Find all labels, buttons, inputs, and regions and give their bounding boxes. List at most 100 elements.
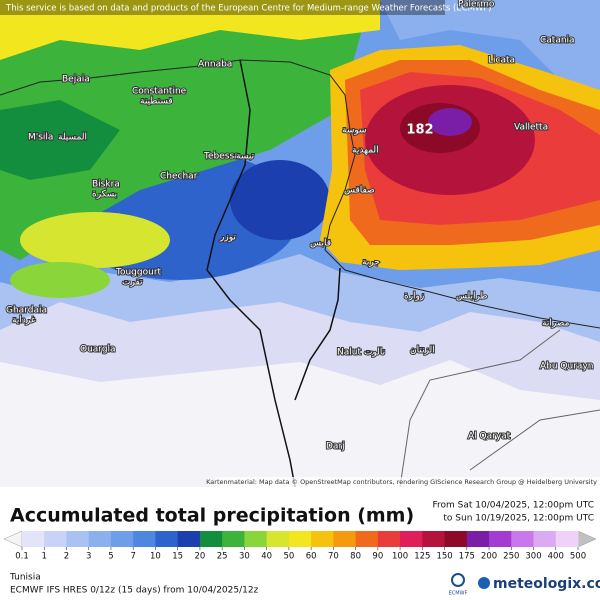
- colorbar-label: 10: [150, 552, 161, 562]
- city-label: المسيلة: [58, 133, 87, 143]
- map: This service is based on data and produc…: [0, 0, 600, 487]
- city-label: Ghardaia: [6, 306, 47, 316]
- city-label: المهدية: [352, 146, 379, 156]
- colorbar-swatch: [66, 531, 90, 547]
- city-label: غرداية: [12, 316, 36, 326]
- colorbar-label: 400: [548, 552, 564, 562]
- notice-bg: [0, 0, 445, 15]
- city-label: قابس: [310, 239, 331, 249]
- colorbar-label: 200: [481, 552, 497, 562]
- max-label: 182: [406, 123, 433, 138]
- colorbar-swatch: [533, 531, 557, 547]
- brand-logo: [478, 577, 490, 589]
- colorbar-cap: [577, 530, 597, 548]
- ecmwf-logo: [451, 573, 465, 587]
- period-to: to Sun 10/19/2025, 12:00pm UTC: [443, 514, 594, 524]
- colorbar-swatch: [555, 531, 579, 547]
- colorbar-swatch: [422, 531, 446, 547]
- city-label: Touggourt: [115, 268, 162, 278]
- colorbar-label: 20: [195, 552, 206, 562]
- colorbar-label: 90: [372, 552, 383, 562]
- colorbar-label: 175: [459, 552, 475, 562]
- city-label: صفاقس: [344, 186, 375, 196]
- colorbar-label: 15: [172, 552, 183, 562]
- region: Tunisia: [9, 573, 41, 583]
- precip-area: [0, 0, 370, 260]
- colorbar-label: 50: [283, 552, 294, 562]
- colorbar-swatch: [88, 531, 112, 547]
- legend-panel: Accumulated total precipitation (mm) Fro…: [3, 501, 600, 597]
- colorbar-swatch: [311, 531, 334, 547]
- colorbar-label: 150: [436, 552, 452, 562]
- colorbar-label: 250: [503, 552, 519, 562]
- colorbar-label: 0.1: [15, 552, 29, 562]
- ecmwf-label: ECMWF: [449, 591, 468, 597]
- colorbar-label: 3: [86, 552, 91, 562]
- colorbar-label: 500: [570, 552, 586, 562]
- colorbar-swatch: [244, 531, 268, 547]
- colorbar: 0.1 1 2 3 5 7 10 15 20 25 30 40 50 60 70 80 90 100 125 150 1…: [15, 531, 586, 562]
- colorbar-label: 1: [42, 552, 47, 562]
- colorbar-label: 25: [217, 552, 228, 562]
- city-label: Chechar: [160, 172, 198, 182]
- colorbar-label: 30: [239, 552, 250, 562]
- city-label: M'sila: [28, 133, 53, 143]
- city-label: Abu Qurayn: [540, 362, 593, 372]
- colorbar-swatch: [355, 531, 379, 547]
- city-label: Nalut: [337, 348, 361, 358]
- colorbar-swatch: [444, 531, 468, 547]
- colorbar-label: 70: [328, 552, 339, 562]
- city-label: Palermo: [458, 0, 495, 10]
- colorbar-swatch: [333, 531, 357, 547]
- city-label: مصراتة: [542, 319, 570, 329]
- colorbar-label: 125: [414, 552, 430, 562]
- colorbar-swatch: [377, 531, 401, 547]
- city-label: Catania: [540, 36, 575, 46]
- city-label: Bejaia: [62, 75, 90, 85]
- city-label: تبسة: [236, 152, 255, 162]
- colorbar-label: 2: [64, 552, 69, 562]
- attribution: Kartenmaterial: Map data © OpenStreetMap…: [206, 478, 597, 486]
- precip-area: [10, 262, 110, 298]
- border: [294, 267, 341, 401]
- colorbar-label: 80: [350, 552, 361, 562]
- precip-area: [380, 0, 600, 90]
- precip-area: [20, 212, 170, 268]
- city-label: قسنطينة: [140, 97, 173, 107]
- colorbar-swatch: [288, 531, 312, 547]
- colorbar-swatch: [222, 531, 245, 547]
- colorbar-label: 60: [306, 552, 317, 562]
- precip-area: [0, 100, 120, 180]
- city-label: نالوت: [364, 348, 385, 358]
- colorbar-swatch: [266, 531, 290, 547]
- attribution-bg: [215, 477, 600, 487]
- city-label: Al Qaryat: [468, 432, 511, 442]
- city-label: جربة: [362, 258, 380, 268]
- colorbar-swatch: [133, 531, 156, 547]
- colorbar-cap: [3, 530, 23, 548]
- colorbar-swatch: [466, 531, 490, 547]
- colorbar-swatch: [177, 531, 201, 547]
- coastline: [0, 59, 600, 329]
- colorbar-label: 40: [261, 552, 272, 562]
- city-label: سوسة: [342, 126, 367, 136]
- border: [206, 59, 296, 487]
- colorbar-label: 7: [130, 552, 135, 562]
- city-label: تقرت: [122, 278, 143, 288]
- city-label: Constantine: [132, 87, 187, 97]
- colorbar-label: 100: [392, 552, 408, 562]
- colorbar-swatch: [511, 531, 535, 547]
- colorbar-swatch: [44, 531, 67, 547]
- brand: meteologix.com: [493, 576, 600, 592]
- city-label: Annaba: [198, 60, 232, 70]
- city-label: Valletta: [514, 123, 548, 133]
- colorbar-label: 300: [525, 552, 541, 562]
- colorbar-swatch: [22, 531, 45, 547]
- precip-area: [230, 160, 330, 240]
- city-label: طرابلس: [456, 292, 488, 302]
- colorbar-swatch: [110, 531, 134, 547]
- cities: Palermo Catania Licata Valletta Annaba B…: [5, 0, 594, 453]
- city-label: بسكرة: [92, 190, 117, 200]
- city-label: Licata: [488, 56, 515, 66]
